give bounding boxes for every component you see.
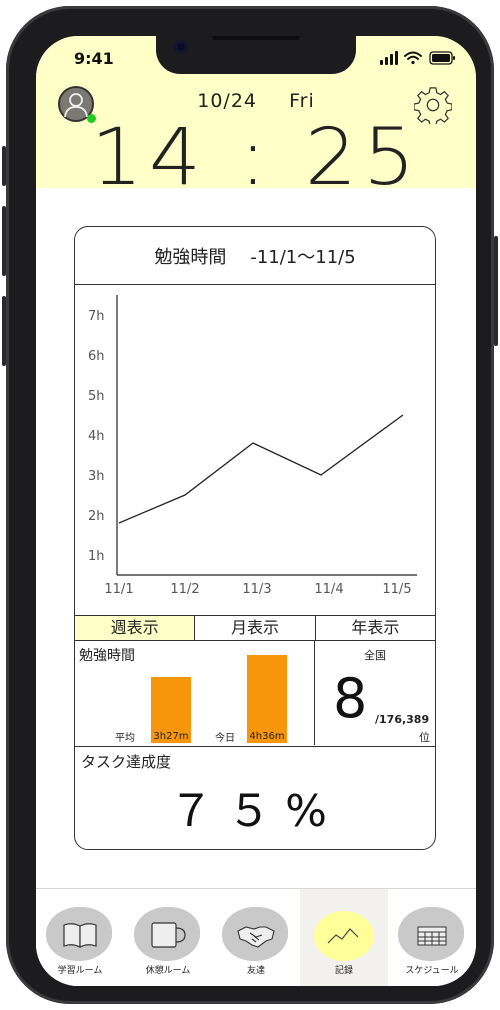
y-tick-label: 1h: [88, 549, 105, 564]
study-time-summary: 勉強時間 平均 3h27m 今日 4h36m: [75, 641, 315, 745]
nav-label: 学習ルーム: [57, 966, 103, 976]
nav-item-break-room[interactable]: 休憩ルーム: [124, 889, 212, 986]
status-time: 9:41: [74, 49, 114, 68]
nav-label: 記録: [334, 966, 353, 976]
weekday-text: Fri: [289, 90, 315, 112]
date-text: 10/24: [197, 90, 258, 112]
y-tick-label: 5h: [88, 389, 105, 404]
today-bar-value: 4h36m: [249, 731, 285, 742]
book-icon: [63, 923, 97, 948]
battery-icon: [429, 51, 455, 65]
card-title-label: 勉強時間: [154, 246, 227, 268]
task-completion-value: ７５%: [169, 786, 341, 837]
chart-line-icon: [327, 928, 359, 944]
y-tick-label: 7h: [88, 309, 105, 324]
stats-row: 勉強時間 平均 3h27m 今日 4h36m 全国 8 /176,389 位: [75, 641, 435, 747]
average-label: 平均: [115, 733, 135, 744]
nav-label: 休憩ルーム: [145, 966, 191, 976]
nav-label: スケジュール: [405, 966, 459, 976]
notch: [156, 36, 356, 74]
x-tick-label: 11/2: [170, 582, 199, 597]
task-completion-label: タスク達成度: [81, 753, 172, 771]
y-tick-label: 3h: [88, 469, 105, 484]
gear-icon[interactable]: [414, 86, 452, 124]
tab-weekly[interactable]: 週表示: [75, 616, 196, 640]
ranking-summary: 全国 8 /176,389 位: [315, 641, 435, 745]
x-tick-label: 11/4: [314, 582, 343, 597]
clock-display: 14 : 25: [90, 111, 422, 204]
nav-item-study-room[interactable]: 学習ルーム: [36, 889, 124, 986]
user-icon: [64, 93, 88, 118]
x-tick-label: 11/1: [104, 582, 133, 597]
calendar-icon: [417, 926, 447, 946]
ranking-number: 8: [333, 667, 368, 730]
speaker: [212, 36, 300, 40]
nav-item-records[interactable]: 記録: [300, 889, 388, 986]
y-tick-label: 4h: [88, 429, 105, 444]
signal-icon: [380, 51, 398, 65]
date-display: 10/24 Fri: [36, 90, 476, 112]
tab-yearly[interactable]: 年表示: [351, 618, 400, 637]
y-tick-label: 2h: [88, 509, 105, 524]
nav-item-friends[interactable]: 友達: [212, 889, 300, 986]
ranking-scope: 全国: [364, 649, 386, 662]
mug-icon: [151, 922, 186, 948]
series-line: [118, 414, 404, 524]
ranking-total: /176,389: [375, 713, 430, 726]
handshake-icon: [237, 926, 275, 948]
status-icons: [380, 51, 455, 65]
study-time-label: 勉強時間: [79, 648, 135, 664]
wifi-icon: [404, 51, 422, 65]
card-period: -11/1〜11/5: [250, 246, 356, 268]
front-camera: [174, 40, 188, 54]
view-tabs: 週表示 月表示 年表示: [75, 615, 435, 641]
ranking-unit: 位: [419, 731, 430, 744]
avatar[interactable]: [58, 86, 94, 122]
tab-monthly[interactable]: 月表示: [195, 616, 316, 640]
phone-frame: 9:41: [2, 6, 498, 1004]
screen: 9:41: [36, 36, 476, 986]
volume-down-button: [2, 296, 6, 366]
average-bar-value: 3h27m: [153, 731, 189, 742]
stats-card: 勉強時間 -11/1〜11/5 1h 2h 3h 4h 5h 6h 7h 11/1 11/2 11…: [74, 226, 436, 850]
study-time-line-chart: 1h 2h 3h 4h 5h 6h 7h 11/1 11/2 11/3 11/4 11/5: [88, 295, 417, 597]
bottom-nav: 学習ルーム 休憩ルーム: [36, 888, 476, 986]
average-bar: 3h27m: [151, 677, 191, 743]
card-title: 勉強時間 -11/1〜11/5: [75, 227, 435, 285]
nav-label: 友達: [246, 966, 265, 976]
y-tick-label: 6h: [88, 349, 105, 364]
x-tick-label: 11/5: [382, 582, 411, 597]
today-bar: 4h36m: [247, 655, 287, 743]
nav-item-schedule[interactable]: スケジュール: [388, 889, 476, 986]
silent-switch: [2, 146, 6, 186]
power-button: [494, 236, 498, 346]
volume-up-button: [2, 206, 6, 276]
x-tick-label: 11/3: [242, 582, 271, 597]
today-label: 今日: [215, 733, 235, 744]
online-status-dot: [87, 114, 96, 123]
